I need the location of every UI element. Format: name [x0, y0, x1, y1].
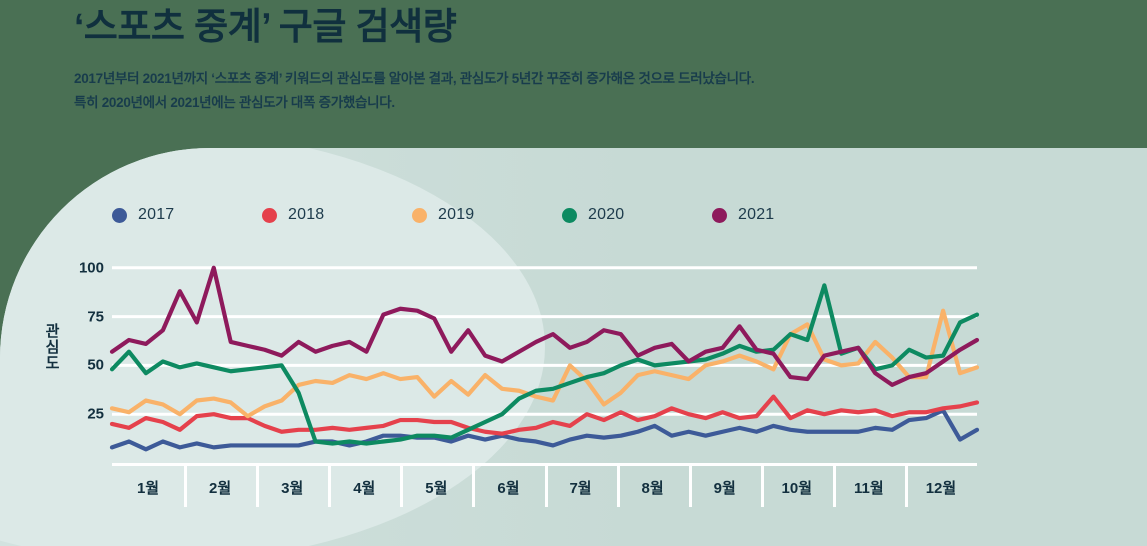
x-axis-separator [328, 466, 332, 507]
chart-legend: 2017 2018 2019 2020 2021 [112, 206, 862, 224]
x-tick-label-9: 9월 [713, 480, 736, 497]
legend-item-2018[interactable]: 2018 [262, 206, 412, 224]
legend-label: 2018 [288, 206, 325, 223]
x-tick-label-2: 2월 [209, 480, 232, 497]
legend-dot-icon [712, 207, 727, 223]
subtitle-line-2: 특히 2020년에서 2021년에는 관심도가 대폭 증가했습니다. [74, 94, 395, 110]
x-tick-label-10: 10월 [781, 480, 813, 497]
legend-label: 2021 [738, 206, 775, 223]
x-tick-label-11: 11월 [854, 480, 884, 497]
legend-dot-icon [412, 207, 427, 223]
series-line-2021 [109, 265, 980, 388]
series-line-2019 [109, 308, 980, 419]
x-tick-label-4: 4월 [353, 480, 376, 497]
x-tick-label-1: 1월 [136, 480, 160, 497]
x-tick-label-6: 6월 [497, 480, 520, 497]
legend-dot-icon [562, 207, 577, 223]
y-axis-title: 관심도 [43, 323, 60, 371]
legend-item-2021[interactable]: 2021 [712, 206, 862, 224]
x-axis-separator [760, 466, 764, 507]
plot-area [109, 258, 980, 463]
x-tick-label-7: 7월 [569, 480, 592, 497]
x-axis-separator [400, 466, 404, 507]
subtitle-line-1: 2017년부터 2021년까지 ‘스포츠 중계’ 키워드의 관심도를 알아본 결… [74, 71, 755, 87]
legend-item-2019[interactable]: 2019 [412, 206, 562, 224]
x-axis-separator [832, 466, 836, 507]
y-tick-label-75: 75 [87, 308, 104, 326]
x-axis-separator [256, 466, 260, 507]
y-tick-label-50: 50 [87, 356, 104, 374]
page-header: ‘스포츠 중계’ 구글 검색량 2017년부터 2021년까지 ‘스포츠 중계’… [0, 0, 1147, 148]
x-axis-separator [472, 466, 476, 507]
series-line-2017 [109, 408, 980, 452]
x-tick-label-8: 8월 [641, 480, 664, 497]
x-axis-separator [184, 466, 188, 507]
x-axis-separator [688, 466, 692, 507]
page-subtitle: 2017년부터 2021년까지 ‘스포츠 중계’ 키워드의 관심도를 알아본 결… [74, 67, 1147, 114]
x-axis-separator [544, 466, 548, 507]
x-tick-label-3: 3월 [281, 480, 304, 497]
legend-label: 2017 [138, 206, 175, 223]
line-chart-svg [109, 265, 980, 452]
page-title: ‘스포츠 중계’ 구글 검색량 [74, 6, 457, 47]
x-tick-label-12: 12월 [925, 480, 957, 497]
chart-panel: 2017 2018 2019 2020 2021 관심도 100 75 50 25 1월 2월 3… [0, 148, 1147, 546]
legend-dot-icon [262, 207, 277, 223]
legend-dot-icon [112, 207, 127, 223]
series-line-2020 [109, 283, 980, 446]
y-axis-ticks: 100 75 50 25 [60, 258, 104, 463]
series-line-2018 [109, 394, 980, 436]
x-axis-separator [616, 466, 620, 507]
legend-item-2020[interactable]: 2020 [562, 206, 712, 224]
legend-label: 2020 [588, 206, 625, 223]
x-axis: 1월 2월 3월 4월 5월 6월 7월 8월 9월 10월 11월 12월 [112, 463, 977, 509]
x-axis-line [112, 463, 977, 466]
y-tick-label-25: 25 [87, 405, 104, 423]
legend-item-2017[interactable]: 2017 [112, 206, 262, 224]
y-tick-label-100: 100 [78, 259, 104, 277]
x-axis-separator [904, 466, 908, 507]
legend-label: 2019 [438, 206, 475, 223]
x-tick-label-5: 5월 [425, 480, 448, 497]
